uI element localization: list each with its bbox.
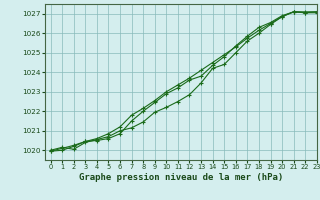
X-axis label: Graphe pression niveau de la mer (hPa): Graphe pression niveau de la mer (hPa) — [79, 173, 283, 182]
